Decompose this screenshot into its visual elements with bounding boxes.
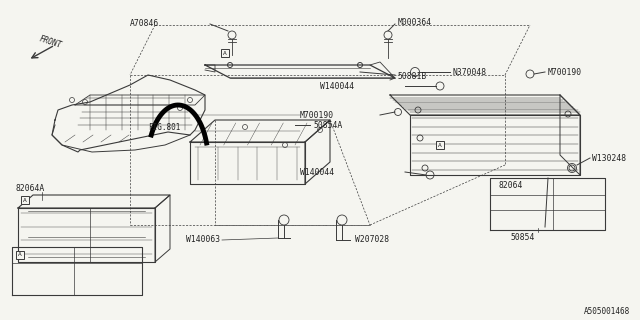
Text: A70846: A70846 (130, 19, 159, 28)
Text: A: A (223, 51, 227, 55)
Bar (16, 251, 24, 259)
Text: M700190: M700190 (300, 110, 334, 119)
Bar (436, 141, 444, 149)
Text: FRONT: FRONT (38, 34, 63, 50)
Text: M700190: M700190 (548, 68, 582, 76)
Text: FIG.801: FIG.801 (148, 123, 180, 132)
Text: A505001468: A505001468 (584, 308, 630, 316)
Text: N370048: N370048 (452, 68, 486, 76)
Bar (221, 49, 229, 57)
Bar (21, 196, 29, 204)
Text: 50854A: 50854A (313, 121, 342, 130)
Text: W207028: W207028 (355, 236, 389, 244)
Text: A: A (18, 252, 22, 258)
Text: W140063: W140063 (186, 236, 220, 244)
Text: W140044: W140044 (320, 82, 354, 91)
Text: M000364: M000364 (398, 18, 432, 27)
Text: A: A (23, 197, 27, 203)
Text: 82064A: 82064A (15, 183, 44, 193)
Text: 50881B: 50881B (397, 71, 426, 81)
Text: 82064: 82064 (498, 180, 522, 189)
Text: A: A (438, 142, 442, 148)
Text: W130248: W130248 (592, 154, 626, 163)
Text: W140044: W140044 (300, 167, 334, 177)
Text: 50854: 50854 (510, 234, 534, 243)
